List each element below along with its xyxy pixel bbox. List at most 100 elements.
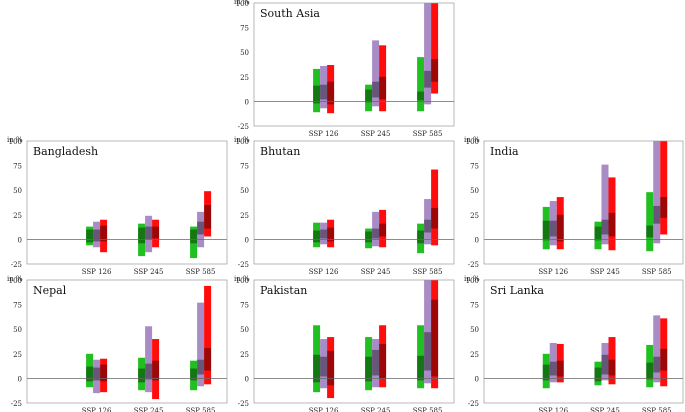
bar-red-ssp-126 [327,219,335,248]
plot-frame [26,279,228,404]
category-label-ssp-245: SSP 245 [361,407,391,412]
inner-range-green-ssp-126 [86,366,94,382]
inner-range-red-ssp-585 [431,299,439,377]
panel-title: India [490,145,519,158]
inner-range-purple-ssp-585 [653,205,661,224]
inner-range-purple-ssp-245 [145,226,153,240]
inner-range-red-ssp-245 [608,212,616,237]
plot-frame [253,2,455,127]
bar-purple-ssp-245 [372,40,380,107]
y-tick-label: 100 [236,277,249,285]
bar-green-ssp-245 [365,228,373,249]
inner-range-purple-ssp-585 [424,332,432,371]
category-label-ssp-245: SSP 245 [590,407,620,412]
y-tick-label: 100 [466,277,479,285]
inner-range-green-ssp-245 [365,356,373,382]
y-tick-label: 100 [9,138,22,146]
panel-title: South Asia [260,7,320,20]
panel-title: Bangladesh [33,145,98,158]
bar-red-ssp-585 [660,318,668,387]
bar-purple-ssp-585 [424,3,432,105]
y-tick-label: 25 [240,212,249,220]
plot-frame [483,279,684,404]
inner-range-red-ssp-245 [379,223,387,237]
bar-green-ssp-245 [365,337,373,391]
plot-frame [253,140,455,265]
y-tick-label: -25 [238,400,249,408]
bar-purple-ssp-126 [320,339,328,389]
bar-green-ssp-126 [313,325,321,393]
category-label-ssp-126: SSP 126 [82,407,112,412]
inner-range-purple-ssp-585 [424,70,432,88]
bar-green-ssp-585 [190,360,198,391]
bar-purple-ssp-126 [549,342,557,383]
inner-range-green-ssp-585 [646,362,654,380]
bar-green-ssp-126 [313,68,321,113]
bar-purple-ssp-245 [145,326,153,393]
y-tick-label: 25 [470,212,479,220]
bar-red-ssp-585 [431,280,439,389]
category-label-ssp-585: SSP 585 [186,407,216,412]
inner-range-green-ssp-585 [417,355,425,381]
inner-range-purple-ssp-245 [372,81,380,98]
inner-range-purple-ssp-126 [320,229,328,239]
plot-frame [483,140,684,265]
inner-range-green-ssp-245 [365,231,373,243]
category-label-ssp-585: SSP 585 [413,268,443,276]
inner-range-purple-ssp-245 [372,349,380,376]
inner-range-purple-ssp-126 [549,361,557,376]
inner-range-red-ssp-245 [608,359,616,376]
y-tick-label: 75 [240,302,249,310]
inner-range-purple-ssp-245 [601,354,609,375]
bar-red-ssp-245 [379,45,387,112]
inner-range-green-ssp-245 [365,89,373,103]
bar-purple-ssp-585 [197,211,205,248]
inner-range-purple-ssp-245 [372,228,380,239]
inner-range-green-ssp-585 [190,229,198,244]
bar-purple-ssp-585 [424,199,432,245]
y-tick-label: 50 [13,326,22,334]
y-tick-label: -25 [11,400,22,408]
bar-purple-ssp-245 [145,215,153,253]
inner-range-green-ssp-245 [594,367,602,382]
inner-range-purple-ssp-126 [320,356,328,377]
inner-range-purple-ssp-245 [601,219,609,235]
bar-green-ssp-585 [646,192,654,252]
bar-purple-ssp-126 [93,359,101,394]
bar-purple-ssp-585 [653,141,661,244]
category-label-ssp-126: SSP 126 [538,407,568,412]
category-label-ssp-245: SSP 245 [134,407,164,412]
inner-range-red-ssp-245 [379,76,387,100]
y-tick-label: 25 [240,74,249,82]
bar-purple-ssp-126 [93,221,101,248]
category-label-ssp-126: SSP 126 [538,268,568,276]
bar-red-ssp-585 [431,169,439,246]
inner-range-red-ssp-585 [431,59,439,82]
bar-green-ssp-126 [86,353,94,388]
bar-purple-ssp-245 [372,211,380,247]
bar-green-ssp-126 [542,206,550,250]
panel-title: Pakistan [260,284,307,297]
bar-purple-ssp-585 [424,280,432,384]
y-tick-label: 100 [236,0,249,8]
bar-red-ssp-126 [327,64,335,114]
bars [86,191,212,259]
inner-range-green-ssp-126 [542,364,550,381]
bar-red-ssp-126 [556,197,564,250]
inner-range-red-ssp-585 [431,207,439,229]
inner-range-purple-ssp-126 [549,220,557,237]
y-tick-label: 75 [13,302,22,310]
inner-range-red-ssp-245 [379,343,387,379]
y-tick-label: 25 [13,212,22,220]
y-tick-label: 75 [13,163,22,171]
bar-purple-ssp-585 [197,302,205,387]
bar-red-ssp-126 [100,358,108,393]
unit-label: in % [464,136,480,144]
panel-title: Bhutan [260,145,300,158]
y-tick-label: 50 [240,49,249,57]
inner-range-red-ssp-585 [660,197,668,218]
